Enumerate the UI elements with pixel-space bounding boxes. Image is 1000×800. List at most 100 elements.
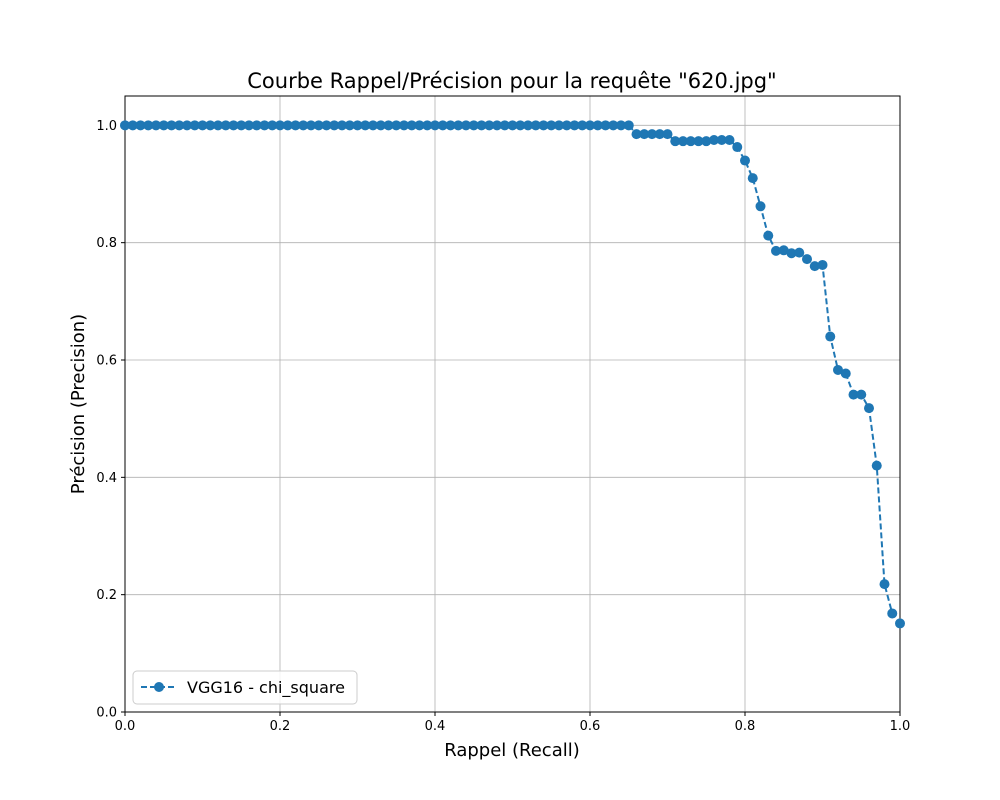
data-point bbox=[205, 120, 216, 131]
plot-area-frame bbox=[124, 95, 901, 713]
data-point bbox=[755, 201, 766, 212]
data-point bbox=[546, 120, 557, 131]
data-point bbox=[817, 259, 828, 270]
data-point bbox=[554, 120, 564, 131]
data-point bbox=[592, 120, 603, 131]
data-point bbox=[399, 120, 409, 131]
y-tick-label: 1.0 bbox=[96, 119, 117, 134]
data-point bbox=[492, 120, 502, 131]
data-point bbox=[282, 120, 293, 131]
y-tick-label: 0.8 bbox=[96, 236, 117, 251]
data-point bbox=[437, 120, 448, 131]
data-point bbox=[871, 460, 882, 471]
data-point bbox=[499, 120, 510, 131]
data-point bbox=[468, 120, 479, 131]
data-point bbox=[321, 120, 332, 131]
data-point bbox=[709, 135, 719, 145]
data-point bbox=[476, 120, 487, 131]
data-point bbox=[306, 120, 316, 131]
data-point bbox=[786, 248, 797, 259]
data-point bbox=[507, 120, 518, 131]
x-axis-label: Rappel (Recall) bbox=[444, 740, 580, 761]
data-point bbox=[530, 120, 541, 131]
data-point bbox=[561, 120, 572, 131]
data-point bbox=[585, 120, 595, 131]
data-point bbox=[577, 120, 588, 131]
data-point bbox=[360, 120, 371, 131]
data-point bbox=[461, 120, 471, 131]
data-point bbox=[166, 120, 177, 131]
data-point bbox=[430, 120, 440, 131]
data-point bbox=[778, 245, 789, 256]
data-point bbox=[414, 120, 425, 131]
data-point bbox=[290, 120, 301, 131]
data-point bbox=[538, 120, 549, 131]
data-point bbox=[887, 608, 898, 619]
data-point bbox=[158, 120, 169, 131]
data-point bbox=[244, 120, 254, 131]
data-point bbox=[771, 245, 781, 256]
y-tick-label: 0.6 bbox=[96, 354, 117, 369]
data-point bbox=[189, 120, 200, 131]
data-point bbox=[631, 129, 642, 140]
data-point bbox=[298, 120, 309, 131]
data-point bbox=[833, 364, 843, 375]
data-point bbox=[864, 403, 874, 414]
data-point bbox=[523, 120, 533, 131]
data-point bbox=[406, 120, 417, 131]
data-point bbox=[213, 120, 223, 131]
data-point bbox=[391, 120, 402, 131]
data-point bbox=[600, 120, 611, 131]
x-tick-label: 0.8 bbox=[735, 719, 756, 734]
data-point bbox=[623, 120, 634, 131]
legend-marker-sample bbox=[154, 682, 164, 692]
data-point bbox=[368, 120, 378, 131]
data-point bbox=[127, 120, 138, 131]
data-point bbox=[724, 135, 735, 145]
data-point bbox=[662, 129, 673, 140]
data-point bbox=[337, 120, 347, 131]
data-point bbox=[616, 120, 626, 131]
data-point bbox=[740, 155, 750, 166]
y-tick-label: 0.2 bbox=[96, 588, 117, 603]
data-point bbox=[197, 120, 208, 131]
data-point bbox=[647, 129, 657, 140]
data-point bbox=[802, 254, 812, 265]
data-point bbox=[344, 120, 355, 131]
legend-label: VGG16 - chi_square bbox=[187, 678, 345, 698]
y-tick-label: 0.4 bbox=[96, 471, 117, 486]
data-point bbox=[569, 120, 580, 131]
data-point bbox=[856, 389, 867, 400]
data-point bbox=[879, 579, 890, 590]
data-point bbox=[716, 135, 727, 145]
data-point bbox=[809, 261, 820, 272]
data-point bbox=[228, 120, 239, 131]
data-point bbox=[422, 120, 433, 131]
data-point bbox=[313, 120, 324, 131]
data-point bbox=[383, 120, 394, 131]
data-point bbox=[825, 331, 836, 342]
data-point bbox=[182, 120, 192, 131]
axis-ticks: 0.0 0.2 0.4 0.6 0.8 1.0 0.0 0.2 0.4 0.6 0.8 1.0 bbox=[96, 119, 910, 734]
x-tick-label: 0.0 bbox=[115, 719, 136, 734]
data-point bbox=[732, 142, 743, 153]
data-point bbox=[484, 120, 495, 131]
x-tick-label: 0.2 bbox=[270, 719, 291, 734]
data-point bbox=[329, 120, 340, 131]
data-point bbox=[259, 120, 270, 131]
data-point bbox=[352, 120, 363, 131]
data-point bbox=[267, 120, 278, 131]
x-tick-label: 0.4 bbox=[425, 719, 446, 734]
data-point bbox=[236, 120, 247, 131]
data-point bbox=[275, 120, 285, 131]
x-tick-label: 0.6 bbox=[580, 719, 601, 734]
data-point bbox=[220, 120, 231, 131]
data-point bbox=[515, 120, 526, 131]
data-point bbox=[685, 136, 696, 147]
data-point bbox=[120, 120, 130, 131]
data-point bbox=[848, 389, 859, 400]
data-point bbox=[375, 120, 386, 131]
data-point bbox=[445, 120, 456, 131]
